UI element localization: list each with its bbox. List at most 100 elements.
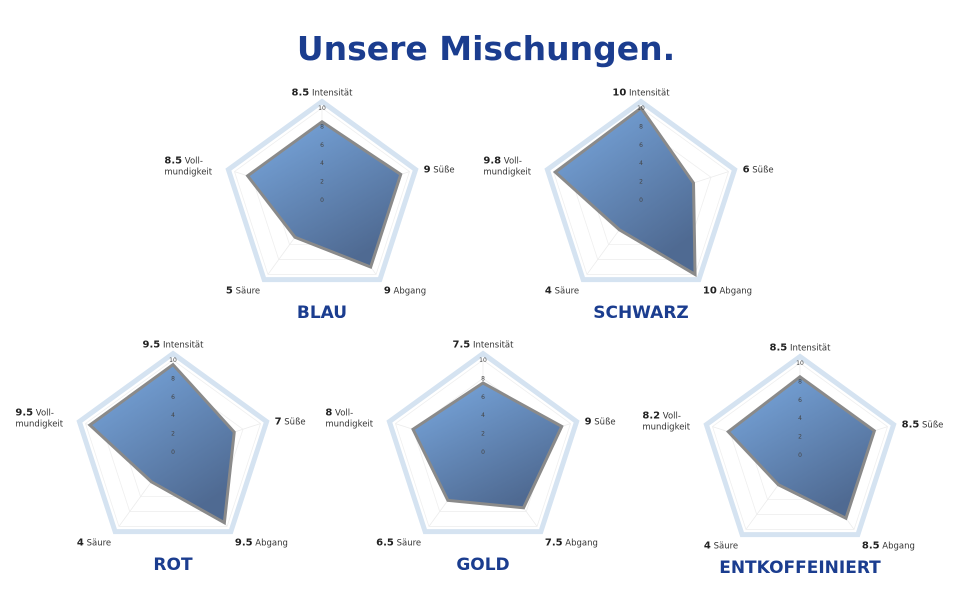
category-label: Süße — [752, 166, 773, 176]
value-label: 8.2 — [642, 411, 660, 422]
r-tick-label: 10 — [318, 105, 326, 112]
axis-label: 7.5 Abgang — [545, 538, 598, 549]
r-tick-label: 8 — [171, 375, 175, 382]
axis-label: 9 Süße — [585, 417, 616, 428]
axis-label: 8.5 Süße — [902, 420, 944, 431]
category-label: Abgang — [394, 287, 427, 297]
value-label: 8.5 — [902, 420, 920, 431]
axis-label: 9.5 Abgang — [235, 538, 288, 549]
r-tick-label: 6 — [639, 142, 643, 149]
r-tick-label: 0 — [639, 197, 643, 204]
category-label: Abgang — [255, 539, 288, 549]
value-label: 4 — [77, 538, 84, 549]
radar-area — [726, 374, 877, 521]
axis-label: 6.5 Säure — [376, 538, 421, 549]
r-tick-label: 2 — [320, 179, 324, 186]
category-label: Intensität — [473, 341, 514, 351]
axis-label: 4 Säure — [77, 538, 111, 549]
chart-title: SCHWARZ — [593, 303, 689, 323]
value-label: 9 — [585, 417, 592, 428]
category-label: Intensität — [790, 344, 831, 354]
r-tick-label: 2 — [798, 434, 802, 441]
radar-area — [552, 105, 697, 278]
axis-label: 8.5 Abgang — [862, 541, 915, 552]
axis-label: 9.5 Voll-mundigkeit — [15, 408, 63, 430]
value-label: 7.5 — [453, 340, 471, 351]
chart-title: BLAU — [297, 303, 347, 323]
radar-chart: 0 2 4 6 8 10 7.5 Intensität 9 Süße 7.5 Abgang 6.5… — [325, 340, 615, 549]
r-tick-label: 0 — [481, 449, 485, 456]
category-label: Abgang — [882, 542, 915, 552]
category-label: Voll-mundigkeit — [325, 409, 373, 430]
radar-area — [87, 362, 236, 526]
value-label: 8.5 — [862, 541, 880, 552]
r-tick-label: 0 — [320, 197, 324, 204]
value-label: 9 — [424, 165, 431, 176]
value-label: 7 — [275, 417, 282, 428]
value-label: 4 — [704, 541, 711, 552]
r-tick-label: 8 — [798, 378, 802, 385]
r-tick-label: 4 — [798, 415, 802, 422]
axis-label: 7 Süße — [275, 417, 306, 428]
r-tick-label: 4 — [171, 412, 175, 419]
axis-label: 5 Säure — [226, 286, 260, 297]
category-label: Intensität — [163, 341, 204, 351]
r-tick-label: 6 — [320, 142, 324, 149]
category-label: Säure — [555, 287, 580, 297]
category-label: Voll-mundigkeit — [164, 157, 212, 178]
r-tick-label: 10 — [637, 105, 645, 112]
value-label: 8 — [325, 408, 332, 419]
axis-label: 8.2 Voll-mundigkeit — [642, 411, 690, 433]
category-label: Intensität — [629, 89, 670, 99]
axis-label: 4 Säure — [704, 541, 738, 552]
r-tick-label: 8 — [481, 375, 485, 382]
chart-title: ROT — [153, 555, 193, 575]
axis-label: 9 Abgang — [384, 286, 426, 297]
value-label: 8.5 — [770, 343, 788, 354]
r-tick-label: 4 — [639, 160, 643, 167]
category-label: Voll-mundigkeit — [642, 412, 690, 433]
category-label: Intensität — [312, 89, 353, 99]
r-tick-label: 2 — [171, 431, 175, 438]
axis-label: 9.5 Intensität — [143, 340, 205, 351]
value-label: 9.5 — [235, 538, 253, 549]
value-label: 9.5 — [143, 340, 161, 351]
r-tick-label: 10 — [796, 360, 804, 367]
r-tick-label: 10 — [169, 357, 177, 364]
value-label: 9.5 — [15, 408, 33, 419]
axis-label: 7.5 Intensität — [453, 340, 515, 351]
axis-label: 6 Süße — [743, 165, 774, 176]
axis-label: 10 Intensität — [612, 88, 670, 99]
value-label: 9 — [384, 286, 391, 297]
category-label: Abgang — [719, 287, 752, 297]
r-tick-label: 4 — [320, 160, 324, 167]
r-tick-label: 6 — [171, 394, 175, 401]
category-label: Süße — [433, 166, 454, 176]
value-label: 8.5 — [164, 156, 182, 167]
axis-label: 9.8 Voll-mundigkeit — [483, 156, 531, 178]
radar-chart: 0 2 4 6 8 10 9.5 Intensität 7 Süße 9.5 Abgang 4 S… — [15, 340, 305, 549]
category-label: Abgang — [565, 539, 598, 549]
value-label: 4 — [545, 286, 552, 297]
category-label: Süße — [284, 418, 305, 428]
axis-label: 8 Voll-mundigkeit — [325, 408, 373, 430]
axis-label: 8.5 Voll-mundigkeit — [164, 156, 212, 178]
axis-label: 9 Süße — [424, 165, 455, 176]
value-label: 9.8 — [483, 156, 501, 167]
r-tick-label: 6 — [798, 397, 802, 404]
radar-area — [245, 119, 403, 269]
grid-ring — [85, 359, 261, 527]
value-label: 7.5 — [545, 538, 563, 549]
r-tick-label: 8 — [320, 123, 324, 130]
category-label: Säure — [714, 542, 739, 552]
chart-title: ENTKOFFEINIERT — [719, 558, 881, 578]
category-label: Voll-mundigkeit — [483, 157, 531, 178]
r-tick-label: 2 — [639, 179, 643, 186]
value-label: 6 — [743, 165, 750, 176]
category-label: Säure — [397, 539, 422, 549]
radar-area — [411, 381, 564, 510]
